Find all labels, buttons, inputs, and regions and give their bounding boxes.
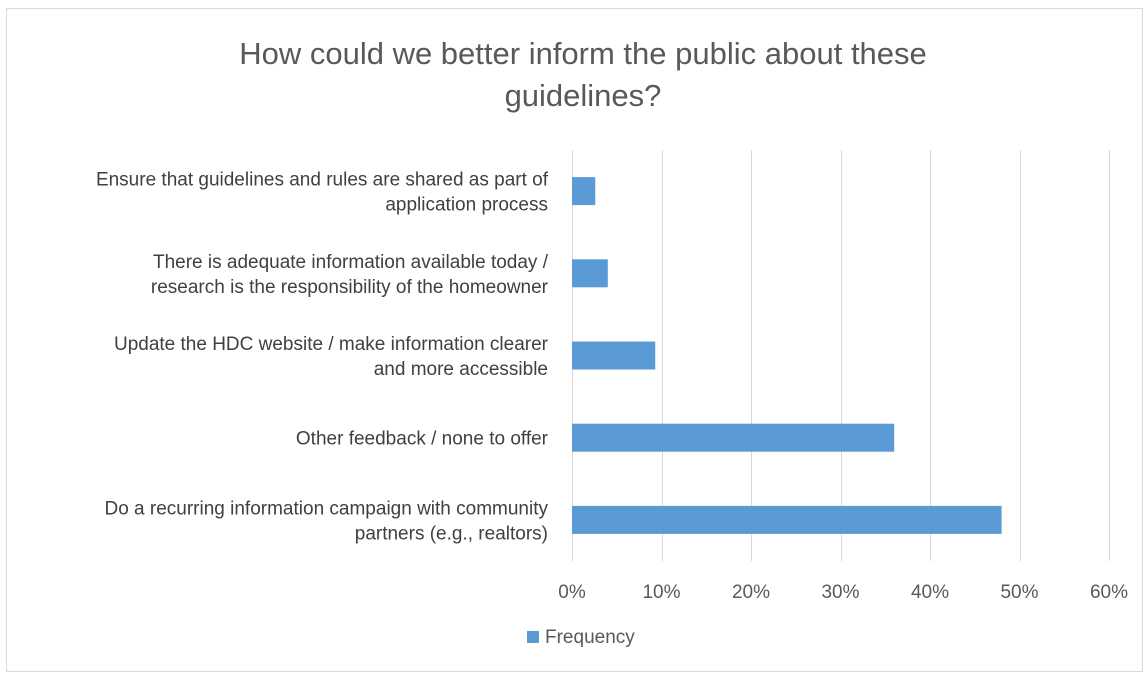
chart-title-line-2: guidelines?	[505, 78, 662, 113]
bars	[572, 177, 1002, 534]
category-label: partners (e.g., realtors)	[355, 523, 548, 544]
legend-swatch-frequency	[527, 631, 539, 643]
x-tick-label: 30%	[821, 582, 859, 603]
x-tick-label: 50%	[1000, 582, 1038, 603]
gridlines	[572, 150, 1110, 561]
bar	[572, 259, 608, 288]
category-label: Other feedback / none to offer	[296, 429, 549, 450]
x-tick-label: 20%	[732, 582, 770, 603]
x-tick-label: 0%	[558, 582, 586, 603]
category-label: and more accessible	[374, 359, 548, 380]
x-tick-label: 60%	[1090, 582, 1128, 603]
x-axis-tick-labels: 0% 10% 20% 30% 40% 50% 60%	[558, 582, 1128, 603]
chart-frame	[6, 8, 1143, 672]
chart-title-line-1: How could we better inform the public ab…	[239, 36, 927, 71]
legend-label-frequency: Frequency	[545, 627, 635, 648]
x-tick-label: 10%	[642, 582, 680, 603]
bar	[572, 505, 1002, 534]
bar	[572, 177, 596, 206]
category-label: Update the HDC website / make informatio…	[114, 334, 549, 355]
category-label: research is the responsibility of the ho…	[151, 277, 549, 298]
bar	[572, 341, 656, 370]
category-label: There is adequate information available …	[153, 252, 549, 273]
category-label: Ensure that guidelines and rules are sha…	[96, 170, 549, 191]
legend: Frequency	[527, 627, 635, 648]
category-label: application process	[385, 195, 548, 216]
bar	[572, 423, 895, 452]
category-label: Do a recurring information campaign with…	[104, 498, 548, 519]
x-tick-label: 40%	[911, 582, 949, 603]
category-labels: Ensure that guidelines and rules are sha…	[96, 170, 549, 545]
